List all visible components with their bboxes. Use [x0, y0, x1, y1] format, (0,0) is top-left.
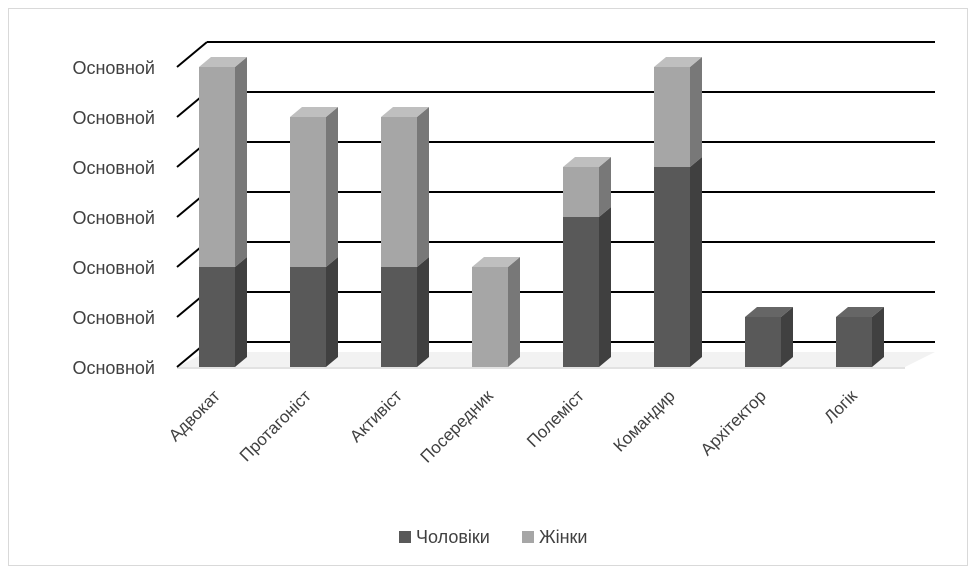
x-tick-label: Полеміст [523, 386, 588, 451]
legend-swatch [399, 531, 411, 543]
bar-2-Жінки [381, 107, 429, 267]
y-tick-label: Основной [72, 358, 155, 378]
bar-4-Жінки [563, 157, 611, 217]
x-tick-label: Посередник [417, 386, 498, 467]
x-tick-label: Логік [821, 386, 862, 427]
legend-label: Жінки [539, 527, 588, 547]
x-axis-labels: Адвокат Протагоніст Активіст Посередник Поле… [165, 386, 861, 467]
y-axis-labels: Основной Основной Основной Основной Основной… [72, 58, 155, 378]
x-tick-label: Активіст [346, 386, 406, 446]
bar-0-Чоловіки [199, 257, 247, 367]
y-tick-label: Основной [72, 258, 155, 278]
y-tick-label: Основной [72, 308, 155, 328]
x-tick-label: Адвокат [165, 386, 224, 445]
y-tick-label: Основной [72, 58, 155, 78]
legend-item: Жінки [522, 527, 588, 547]
bar-0-Жінки [199, 57, 247, 267]
bar-2-Чоловіки [381, 257, 429, 367]
y-tick-label: Основной [72, 158, 155, 178]
bar-7-Чоловіки [836, 307, 884, 367]
x-tick-label: Архітектор [697, 386, 770, 459]
bar-1-Жінки [290, 107, 338, 267]
y-tick-label: Основной [72, 208, 155, 228]
bar-6-Чоловіки [745, 307, 793, 367]
chart-frame: Основной Основной Основной Основной Основной… [8, 8, 968, 566]
bar-5-Жінки [654, 57, 702, 167]
bars [199, 57, 884, 367]
legend: Чоловіки Жінки [399, 527, 588, 547]
x-tick-label: Командир [610, 386, 679, 455]
x-tick-label: Протагоніст [236, 386, 315, 465]
bar-3-Жінки [472, 257, 520, 367]
bar-4-Чоловіки [563, 207, 611, 367]
gridline-5 [176, 91, 935, 118]
bar-1-Чоловіки [290, 257, 338, 367]
legend-label: Чоловіки [416, 527, 490, 547]
legend-swatch [522, 531, 534, 543]
gridline-6 [176, 41, 935, 68]
bar-5-Чоловіки [654, 157, 702, 367]
stacked-bar-chart: Основной Основной Основной Основной Основной… [72, 41, 935, 547]
legend-item: Чоловіки [399, 527, 490, 547]
y-tick-label: Основной [72, 108, 155, 128]
